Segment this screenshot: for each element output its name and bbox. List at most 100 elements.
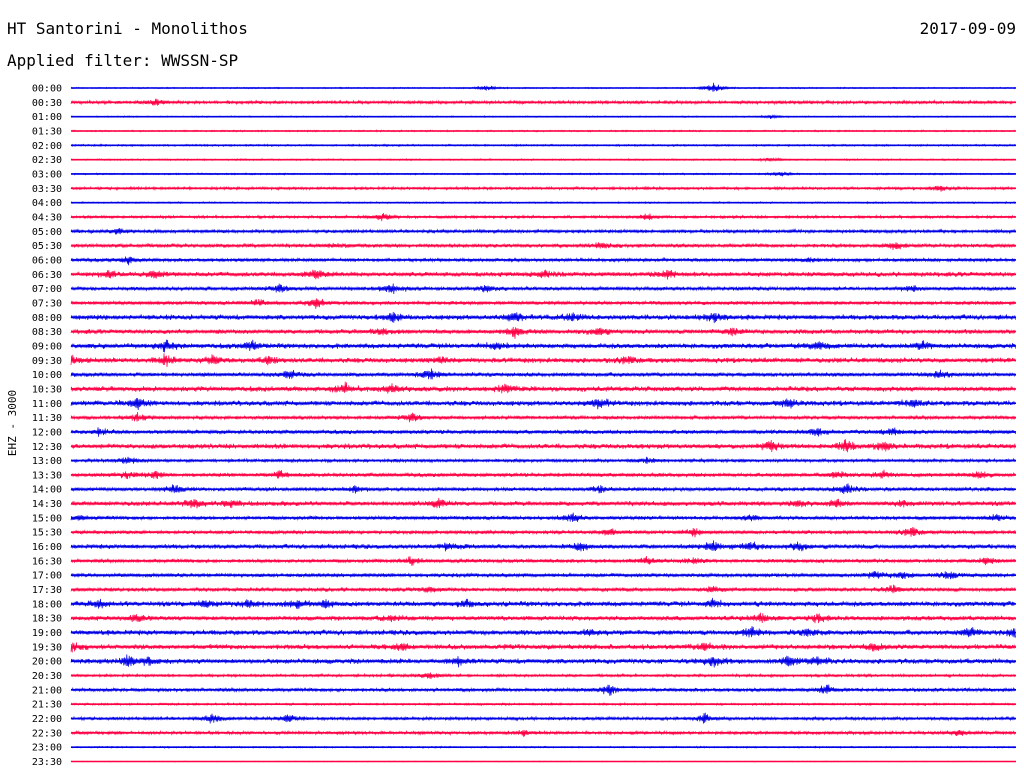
seismic-trace (70, 729, 1016, 737)
time-label: 11:30 (32, 413, 62, 424)
seismic-trace (70, 213, 1016, 222)
time-label: 18:30 (32, 614, 62, 625)
seismic-trace (70, 82, 1016, 92)
time-label: 15:30 (32, 528, 62, 539)
seismic-trace (70, 439, 1016, 453)
seismic-trace (70, 242, 1016, 251)
time-label: 09:30 (32, 356, 62, 367)
seismic-trace (70, 597, 1016, 610)
time-label: 05:00 (32, 227, 62, 238)
time-label: 22:00 (32, 714, 62, 725)
time-label: 17:00 (32, 571, 62, 582)
time-label: 19:00 (32, 628, 62, 639)
record-date: 2017-09-09 (919, 19, 1016, 38)
time-label: 16:00 (32, 542, 62, 553)
seismic-trace (70, 701, 1016, 707)
filter-label: Applied filter: WWSSN-SP (7, 51, 239, 70)
time-label: 05:30 (32, 241, 62, 252)
seismic-trace (70, 283, 1016, 294)
seismic-trace (70, 684, 1016, 696)
time-label: 09:00 (32, 341, 62, 352)
time-label: 20:00 (32, 657, 62, 668)
time-label: 01:00 (32, 112, 62, 123)
time-label: 21:00 (32, 685, 62, 696)
seismic-trace (70, 654, 1016, 668)
time-label: 14:30 (32, 499, 62, 510)
seismic-traces (70, 82, 1016, 763)
seismic-trace (70, 540, 1016, 552)
seismic-trace (70, 555, 1016, 566)
seismic-trace (70, 642, 1016, 653)
time-label: 12:00 (32, 427, 62, 438)
time-label: 06:00 (32, 255, 62, 266)
time-label: 03:00 (32, 169, 62, 180)
seismic-trace (70, 381, 1016, 394)
time-label: 16:30 (32, 556, 62, 567)
time-label: 10:30 (32, 384, 62, 395)
seismic-trace (70, 353, 1016, 368)
seismic-trace (70, 412, 1016, 423)
time-label: 20:30 (32, 671, 62, 682)
time-label: 13:00 (32, 456, 62, 467)
seismic-trace (70, 497, 1016, 509)
seismic-trace (70, 143, 1016, 148)
seismic-trace (70, 712, 1016, 724)
time-label: 08:00 (32, 313, 62, 324)
time-label: 02:30 (32, 155, 62, 166)
seismic-trace (70, 311, 1016, 324)
time-label: 02:00 (32, 141, 62, 152)
seismic-trace (70, 98, 1016, 106)
time-label: 12:30 (32, 442, 62, 453)
seismic-trace (70, 760, 1016, 763)
time-label: 00:30 (32, 98, 62, 109)
time-label: 15:00 (32, 513, 62, 524)
seismic-trace (70, 512, 1016, 523)
time-label: 07:00 (32, 284, 62, 295)
seismic-trace (70, 171, 1016, 177)
time-labels: 00:00 00:30 01:00 01:30 02:00 02:30 03:00 03:30… (32, 84, 62, 769)
time-label: 22:30 (32, 728, 62, 739)
seismic-trace (70, 398, 1016, 410)
seismic-trace (70, 571, 1016, 580)
time-label: 14:00 (32, 485, 62, 496)
time-label: 23:00 (32, 743, 62, 754)
seismic-trace (70, 483, 1016, 495)
seismic-trace (70, 256, 1016, 266)
time-label: 03:30 (32, 184, 62, 195)
seismic-trace (70, 339, 1016, 353)
seismic-trace (70, 469, 1016, 480)
seismic-trace (70, 584, 1016, 594)
time-label: 13:30 (32, 470, 62, 481)
time-label: 06:30 (32, 270, 62, 281)
time-label: 07:30 (32, 298, 62, 309)
seismic-trace (70, 185, 1016, 192)
time-label: 04:30 (32, 212, 62, 223)
seismic-trace (70, 298, 1016, 310)
time-label: 08:30 (32, 327, 62, 338)
seismic-trace (70, 745, 1016, 749)
seismic-trace (70, 672, 1016, 680)
seismic-trace (70, 114, 1016, 120)
seismic-trace (70, 456, 1016, 464)
seismic-trace (70, 626, 1016, 638)
time-label: 11:00 (32, 399, 62, 410)
time-label: 01:30 (32, 126, 62, 137)
seismic-trace (70, 228, 1016, 235)
seismic-trace (70, 200, 1016, 205)
time-label: 04:00 (32, 198, 62, 209)
seismic-trace (70, 269, 1016, 280)
time-label: 00:00 (32, 84, 62, 95)
time-label: 21:30 (32, 700, 62, 711)
time-label: 18:00 (32, 599, 62, 610)
seismic-trace (70, 129, 1016, 133)
seismic-trace (70, 427, 1016, 437)
seismic-trace (70, 612, 1016, 624)
time-label: 17:30 (32, 585, 62, 596)
seismic-trace (70, 368, 1016, 380)
time-label: 19:30 (32, 642, 62, 653)
time-label: 23:30 (32, 757, 62, 768)
seismic-trace (70, 326, 1016, 339)
seismic-trace (70, 157, 1016, 163)
seismic-trace (70, 527, 1016, 538)
